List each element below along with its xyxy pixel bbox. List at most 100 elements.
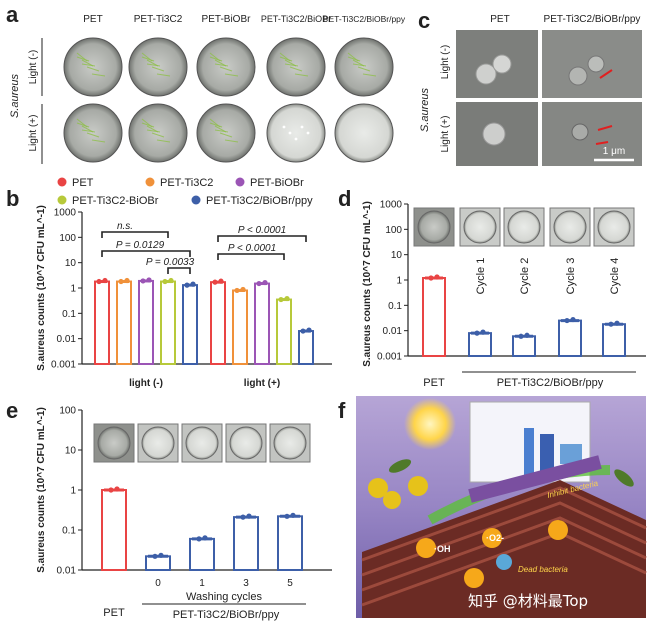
significance-bracket [101,250,191,257]
legend-marker [57,195,67,205]
colony-streak [76,122,90,128]
y-tick-label: 100 [59,233,76,244]
fabric-thread [361,516,647,592]
colony-streak [156,139,171,143]
data-point [196,536,202,542]
colony-streak [362,73,377,77]
data-point [284,513,290,519]
red-arrow [595,141,609,145]
col-header-pet-ti3c2: PET-Ti3C2 [134,14,183,25]
data-point [190,281,196,287]
watermark: 知乎 @材料最Top [468,592,588,610]
y-tick-label: 0.1 [62,309,76,320]
panel-label-c: c [418,8,430,33]
data-point [474,330,480,336]
colony-streak [294,73,309,77]
radical-o2-icon [482,528,502,548]
y-tick-label: 0.001 [51,360,76,371]
colony-streak [146,129,161,133]
panel-a-row-light-minus: Light (-) [28,50,39,84]
col-header-pet-ti3c2-biobr: PET-Ti3C2/BiOBr [261,14,331,24]
data-point [168,277,174,284]
bar-e-4 [277,515,303,572]
fabric-thread [361,486,647,562]
wash-cycle-tick: 0 [155,578,161,589]
y-tick-label: 100 [385,225,402,236]
red-arrow [597,125,613,131]
data-point [124,277,130,284]
cycle-label: Cycle 3 [565,258,577,295]
data-point [184,282,190,288]
y-axis-label: S.aureus counts (10^7 CFU mL^-1) [36,407,47,573]
x-label-group: PET-Ti3C2/BiOBr/ppy [497,377,604,389]
colony-streak [81,129,96,133]
panel-a-column-headers: PET PET-Ti3C2 PET-BiOBr PET-Ti3C2/BiOBr … [83,14,406,25]
x-category-label: light (+) [244,378,280,389]
bar-d-1 [468,332,492,358]
petri-dish [273,426,307,460]
bar-0-2 [138,279,154,365]
data-point [114,486,120,492]
x-label-washing: Washing cycles [186,591,263,603]
petri-dish [196,103,256,163]
colony-streak [279,56,293,62]
data-point [108,487,114,493]
data-point [300,328,306,334]
panel-b-legend: PET PET-Ti3C2 PET-BiOBr PET-Ti3C2-BiOBr PET-… [57,177,313,207]
panel-f-schematic: ·OH ·O2- Inhibit bacteria Dead bacteria … [356,396,647,618]
bar-0-1 [116,280,132,366]
bacterium-cell [482,122,506,146]
x-label-pet: PET [423,377,445,389]
data-point [524,332,530,338]
petri-dish [553,210,587,244]
bacteria-cluster-icon [383,491,401,509]
red-arrow [599,69,613,79]
y-tick-label: 0.1 [388,301,402,312]
data-point [564,317,570,324]
y-tick-label: 1000 [380,200,403,211]
legend-label: PET-Ti3C2-BiOBr [72,195,159,207]
panel-label-a: a [6,2,19,27]
bacterium-cell [587,55,605,73]
scale-bar-label: 1 μm [603,146,625,157]
colony-streak [151,66,165,72]
colony-streak [357,66,371,72]
significance-label: P = 0.0129 [116,240,165,251]
petri-dish [417,210,451,244]
y-tick-label: 10 [391,250,403,261]
petri-dish [229,426,263,460]
rod-bacterium-icon [614,469,634,487]
data-point [162,278,168,285]
colony-streak [289,66,303,72]
radical-oh-label: ·OH [434,544,451,554]
significance-label: P < 0.0001 [228,243,276,254]
sem-ppy-light [542,102,642,166]
petri-dish [128,37,188,97]
panel-c-row-title: S.aureus [419,87,431,132]
data-point [608,321,614,327]
data-point [234,287,240,294]
data-point [240,514,246,520]
colony-streak [284,63,299,67]
y-axis-label: S.aureus counts (10^7 CFU mL^-1) [36,205,47,371]
panel-label-f: f [338,398,346,423]
colony-dot [300,125,304,129]
cycle-label: Cycle 2 [519,258,531,295]
significance-label: P < 0.0001 [238,225,286,236]
petri-dish [63,37,123,97]
colony-streak [219,132,233,138]
data-point [434,274,440,280]
data-point [614,320,620,326]
colony-streak [141,122,155,128]
bacterium-cell [571,123,589,141]
data-point [246,513,252,519]
petri-dish [266,103,326,163]
bar-1-0 [210,281,226,365]
col-header-pet-biobr: PET-BiOBr [202,14,252,25]
bar-d-4 [602,323,626,358]
cycle-label: Cycle 4 [609,258,621,295]
y-tick-label: 0.01 [57,334,77,345]
y-tick-label: 10 [65,446,77,457]
panel-c-row-light-minus: Light (-) [440,45,451,79]
